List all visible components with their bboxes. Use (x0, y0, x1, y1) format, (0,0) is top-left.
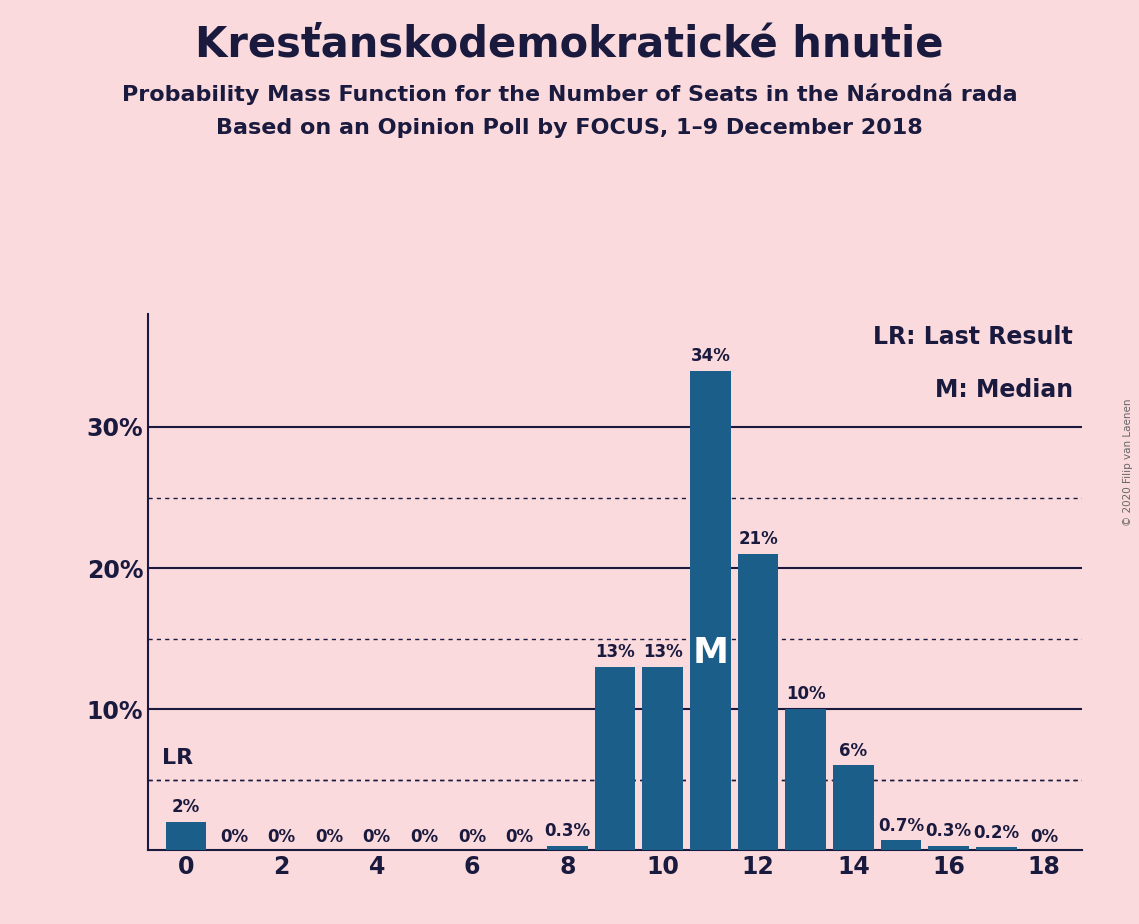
Bar (547, 845, 588, 850)
Text: 0%: 0% (268, 828, 295, 845)
Text: 0%: 0% (316, 828, 343, 845)
Text: 0.3%: 0.3% (926, 822, 972, 840)
Text: 0.2%: 0.2% (973, 823, 1019, 842)
Text: © 2020 Filip van Laenen: © 2020 Filip van Laenen (1123, 398, 1133, 526)
Bar (690, 371, 730, 850)
Text: Kresťanskodemokratické hnutie: Kresťanskodemokratické hnutie (195, 23, 944, 65)
Bar (786, 709, 826, 850)
Bar (976, 847, 1016, 850)
Text: M: M (693, 636, 728, 670)
Text: 0.7%: 0.7% (878, 817, 924, 834)
Text: 0%: 0% (220, 828, 248, 845)
Text: 0.3%: 0.3% (544, 822, 590, 840)
Text: 13%: 13% (642, 643, 682, 661)
Text: 6%: 6% (839, 742, 868, 760)
Bar (738, 553, 778, 850)
Text: 0%: 0% (362, 828, 391, 845)
Text: M: Median: M: Median (935, 379, 1073, 403)
Text: 2%: 2% (172, 798, 200, 816)
Text: 0%: 0% (458, 828, 486, 845)
Bar (880, 840, 921, 850)
Text: LR: Last Result: LR: Last Result (872, 325, 1073, 349)
Bar (166, 821, 206, 850)
Text: LR: LR (163, 748, 194, 768)
Text: 10%: 10% (786, 686, 826, 703)
Text: 0%: 0% (506, 828, 534, 845)
Text: 34%: 34% (690, 346, 730, 365)
Text: Based on an Opinion Poll by FOCUS, 1–9 December 2018: Based on an Opinion Poll by FOCUS, 1–9 D… (216, 118, 923, 139)
Text: 13%: 13% (596, 643, 634, 661)
Bar (642, 667, 683, 850)
Text: Probability Mass Function for the Number of Seats in the Národná rada: Probability Mass Function for the Number… (122, 83, 1017, 104)
Bar (833, 765, 874, 850)
Text: 21%: 21% (738, 530, 778, 548)
Bar (928, 845, 969, 850)
Bar (595, 667, 636, 850)
Text: 0%: 0% (410, 828, 439, 845)
Text: 0%: 0% (1030, 828, 1058, 845)
